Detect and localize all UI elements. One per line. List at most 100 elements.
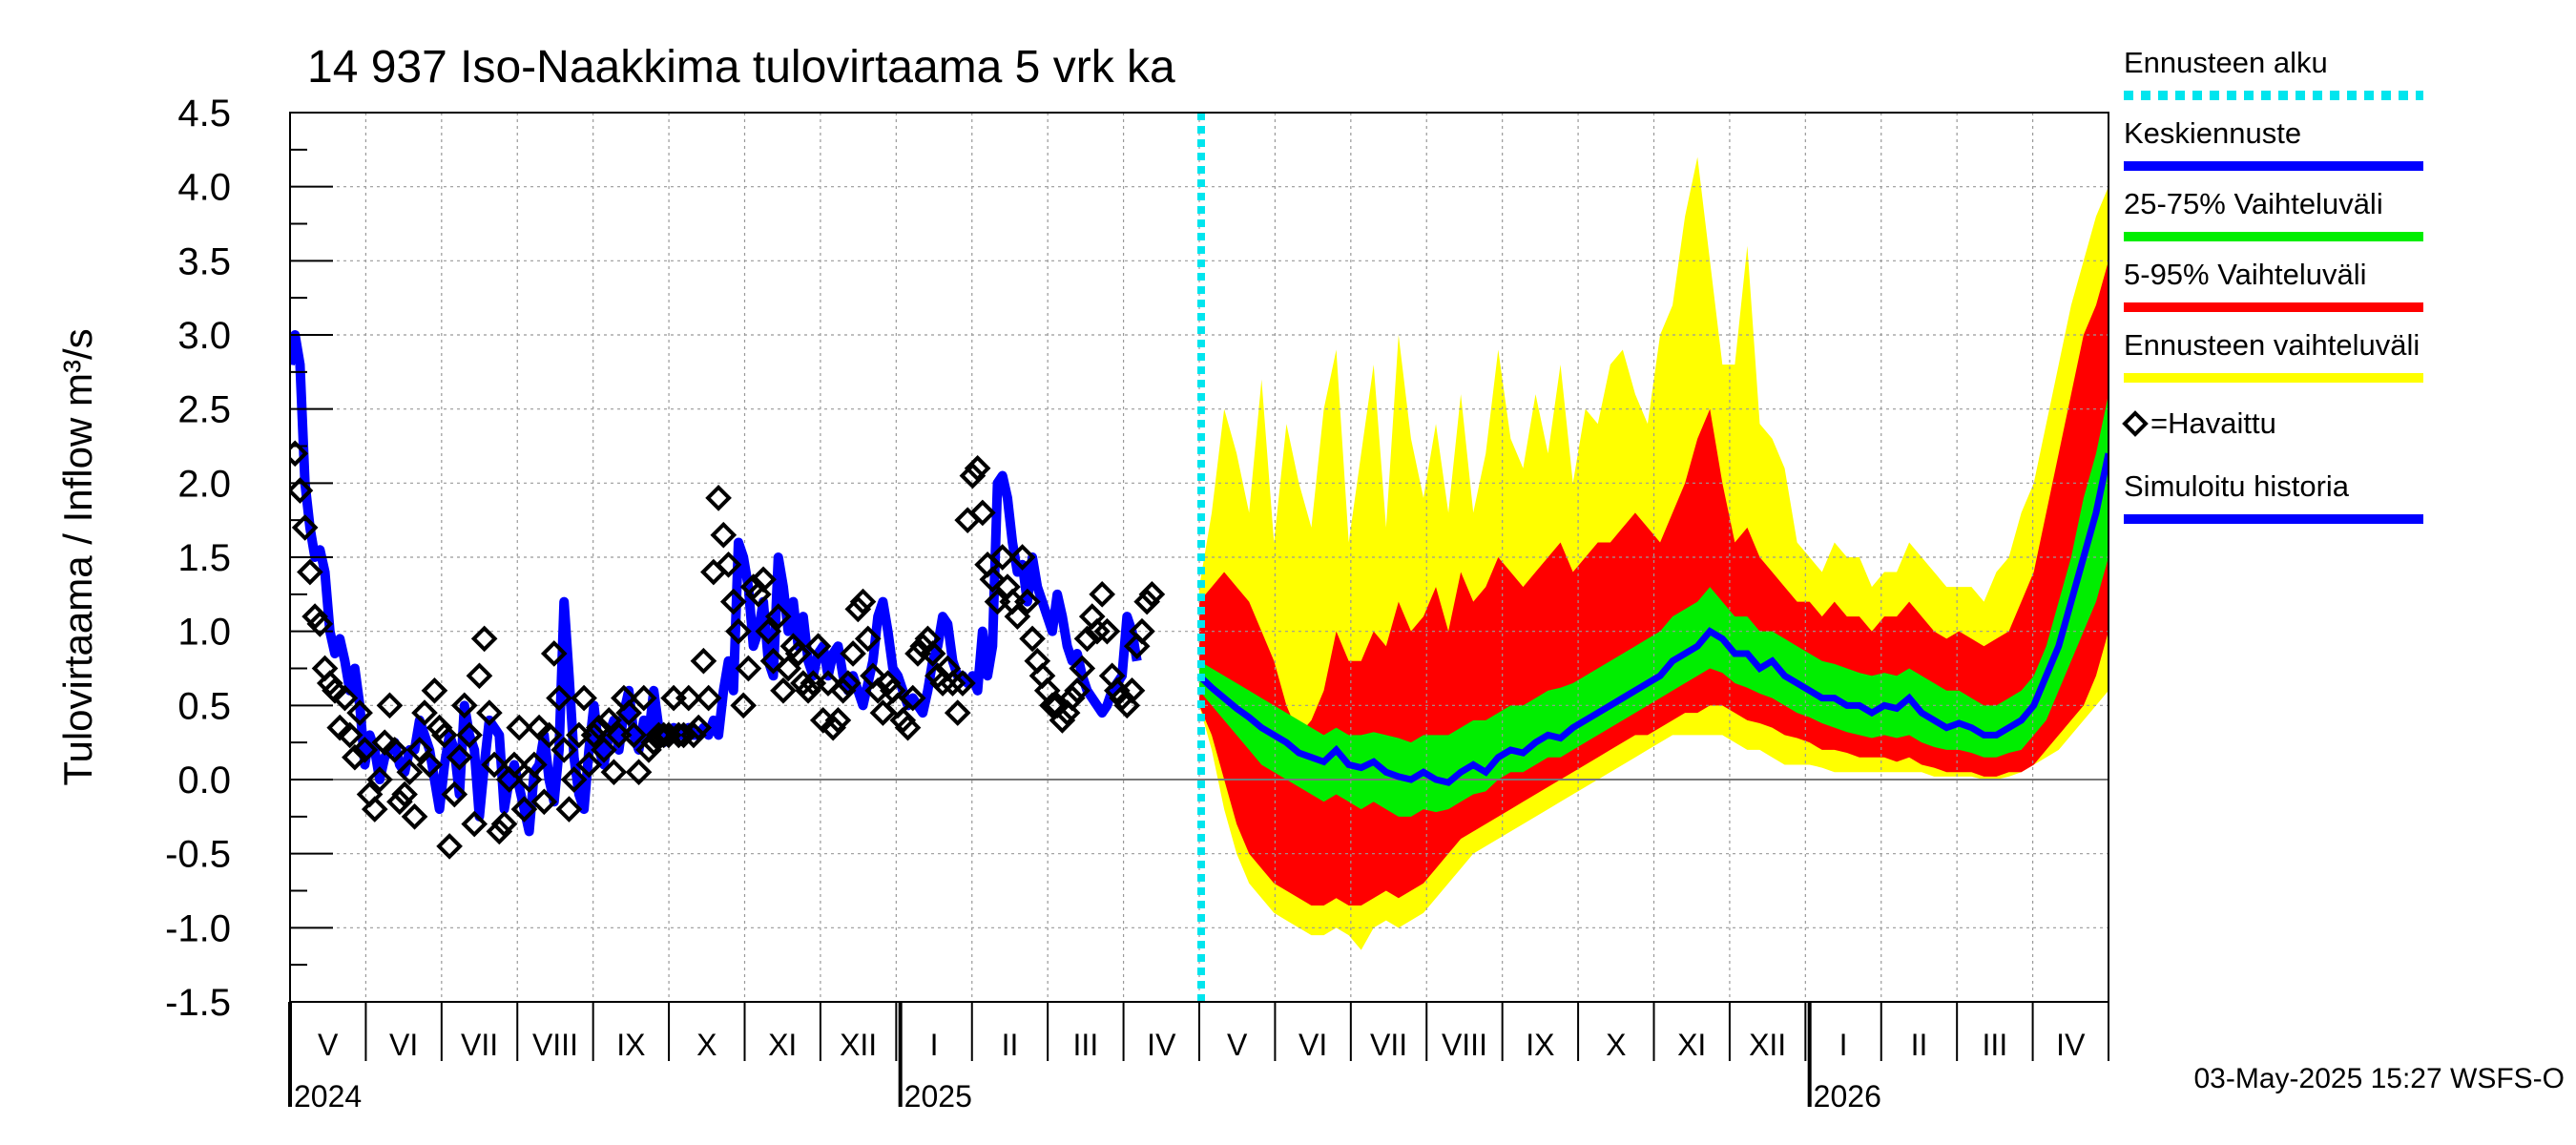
observed-marker — [854, 625, 882, 653]
y-tick-label: 1.0 — [177, 612, 231, 654]
x-month-label: VII — [461, 1028, 498, 1062]
observed-marker — [835, 670, 862, 697]
legend-marker-observed — [2122, 410, 2149, 437]
observed-marker — [551, 737, 578, 763]
observed-marker — [501, 751, 528, 779]
observed-marker — [719, 588, 747, 615]
y-tick-label: 0.5 — [177, 685, 231, 727]
y-tick-label: -1.5 — [165, 982, 231, 1024]
x-month-label: XII — [840, 1028, 877, 1062]
observed-marker — [939, 670, 966, 697]
observed-marker — [764, 603, 792, 630]
observed-marker — [595, 707, 623, 734]
observed-marker — [506, 714, 533, 741]
observed-marker — [456, 721, 483, 749]
observed-marker — [391, 781, 418, 808]
x-month-label: VI — [1298, 1028, 1327, 1062]
observed-marker — [361, 796, 388, 822]
observed-marker — [815, 670, 841, 697]
observed-marker — [461, 810, 488, 838]
x-month-label: V — [1227, 1028, 1248, 1062]
observed-marker — [560, 766, 588, 793]
observed-marker — [331, 684, 359, 712]
legend-label: Ennusteen vaihteluväli — [2124, 328, 2420, 362]
x-month-label: III — [1073, 1028, 1099, 1062]
observed-marker — [346, 699, 373, 726]
observed-marker — [1019, 625, 1046, 653]
observed-marker — [336, 721, 364, 749]
observed-marker — [715, 551, 742, 578]
observed-marker — [755, 617, 782, 645]
observed-marker — [441, 781, 468, 808]
observed-marker — [580, 721, 608, 749]
y-tick-label: 2.0 — [177, 463, 231, 505]
observed-marker — [820, 714, 847, 741]
observed-marker — [829, 677, 857, 704]
y-tick-label: 4.0 — [177, 167, 231, 209]
observed-marker — [824, 707, 852, 734]
observed-marker — [770, 677, 797, 704]
observed-marker — [351, 737, 379, 763]
x-month-label: VIII — [1442, 1028, 1487, 1062]
observed-marker — [759, 647, 787, 675]
x-year-label: 2024 — [294, 1079, 362, 1114]
observed-marker — [1039, 692, 1066, 719]
observed-marker — [685, 714, 713, 741]
x-year-label: 2025 — [904, 1079, 972, 1114]
observed-marker — [635, 737, 662, 763]
legend-label: 5-95% Vaihteluväli — [2124, 258, 2366, 291]
observed-marker — [575, 751, 603, 779]
x-month-label: II — [1911, 1028, 1928, 1062]
x-month-label: VIII — [532, 1028, 578, 1062]
observed-marker — [540, 640, 568, 667]
observed-marker — [446, 743, 473, 771]
observed-marker — [546, 684, 572, 712]
observed-marker — [969, 499, 996, 527]
observed-marker — [555, 796, 583, 822]
observed-marker — [979, 566, 1007, 593]
legend-label: =Havaittu — [2150, 406, 2276, 440]
x-year-label: 2026 — [1814, 1079, 1881, 1114]
observed-marker — [1064, 677, 1091, 704]
y-tick-label: 1.5 — [177, 537, 231, 579]
observed-marker — [1084, 617, 1111, 645]
observed-marker — [486, 818, 513, 845]
legend-label: Ennusteen alku — [2124, 46, 2328, 79]
simulated-history-line — [290, 330, 1142, 837]
x-month-label: VI — [389, 1028, 418, 1062]
observed-marker — [1118, 677, 1146, 704]
x-month-label: I — [930, 1028, 939, 1062]
x-month-label: IX — [616, 1028, 645, 1062]
observed-marker — [521, 751, 548, 779]
observed-marker — [401, 803, 428, 830]
observed-marker — [476, 699, 503, 726]
observed-marker — [919, 640, 946, 667]
y-tick-label: -0.5 — [165, 834, 231, 876]
x-month-label: X — [1606, 1028, 1626, 1062]
observed-marker — [381, 737, 408, 763]
observed-marker — [750, 566, 777, 593]
x-month-label: IV — [1147, 1028, 1176, 1062]
observed-marker — [1123, 633, 1151, 660]
observed-marker — [571, 684, 597, 712]
x-month-label: XI — [768, 1028, 797, 1062]
observed-marker — [1138, 581, 1166, 608]
observed-marker — [1014, 588, 1041, 615]
timestamp-label: 03-May-2025 15:27 WSFS-O — [2194, 1063, 2566, 1094]
observed-marker — [386, 788, 413, 816]
observed-marker — [342, 743, 368, 771]
observed-marker — [535, 721, 563, 749]
observed-marker — [964, 454, 991, 482]
observed-marker — [466, 662, 493, 690]
observed-marker — [620, 721, 648, 749]
observed-marker — [1004, 603, 1031, 630]
y-axis: -1.5 -1.0 -0.5 0.0 0.5 1.0 1.5 2.0 2.5 3.0 3.5 4.0 4… — [165, 93, 333, 1024]
observed-marker — [730, 692, 758, 719]
x-month-label: V — [318, 1028, 339, 1062]
observed-marker — [695, 684, 722, 712]
observed-marker — [1059, 684, 1086, 712]
observed-marker — [291, 514, 319, 541]
observed-marker — [470, 625, 498, 653]
observed-marker — [959, 462, 987, 489]
